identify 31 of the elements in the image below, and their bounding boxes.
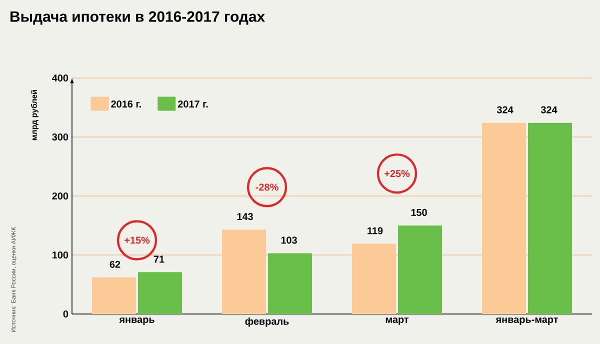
- y-tick-label: 0: [63, 310, 68, 318]
- bar: [92, 277, 136, 314]
- bar: [482, 122, 526, 314]
- data-label: 143: [237, 213, 253, 220]
- x-tick-label: февраль: [245, 318, 289, 327]
- data-label: 150: [411, 208, 427, 216]
- legend-label: 2016 г.: [111, 100, 141, 108]
- bar: [528, 122, 572, 314]
- bar: [222, 230, 266, 314]
- data-label: 62: [110, 260, 120, 268]
- y-tick-label: 400: [52, 74, 68, 82]
- data-label: 324: [496, 106, 514, 114]
- legend-label: 2017 г.: [178, 100, 208, 108]
- data-label: 119: [368, 227, 383, 234]
- y-tick-label: 300: [52, 133, 68, 141]
- bar: [268, 253, 312, 314]
- x-tick-label: январь: [119, 318, 154, 325]
- data-label: 71: [154, 256, 164, 263]
- annotation: -28%: [256, 184, 278, 191]
- data-label: 324: [540, 106, 558, 114]
- data-label: 103: [281, 236, 297, 244]
- x-tick-label: январь-март: [496, 318, 558, 325]
- bar: [398, 226, 442, 314]
- annotation: +25%: [384, 170, 410, 178]
- chart-title: Выдача ипотеки в 2016-2017 годах: [10, 11, 265, 25]
- annotation: +15%: [124, 236, 150, 244]
- y-tick-label: 200: [52, 192, 68, 200]
- x-tick-label: март: [386, 318, 409, 325]
- bar: [352, 244, 396, 314]
- y-tick-label: 100: [52, 251, 68, 259]
- bar: [138, 272, 182, 314]
